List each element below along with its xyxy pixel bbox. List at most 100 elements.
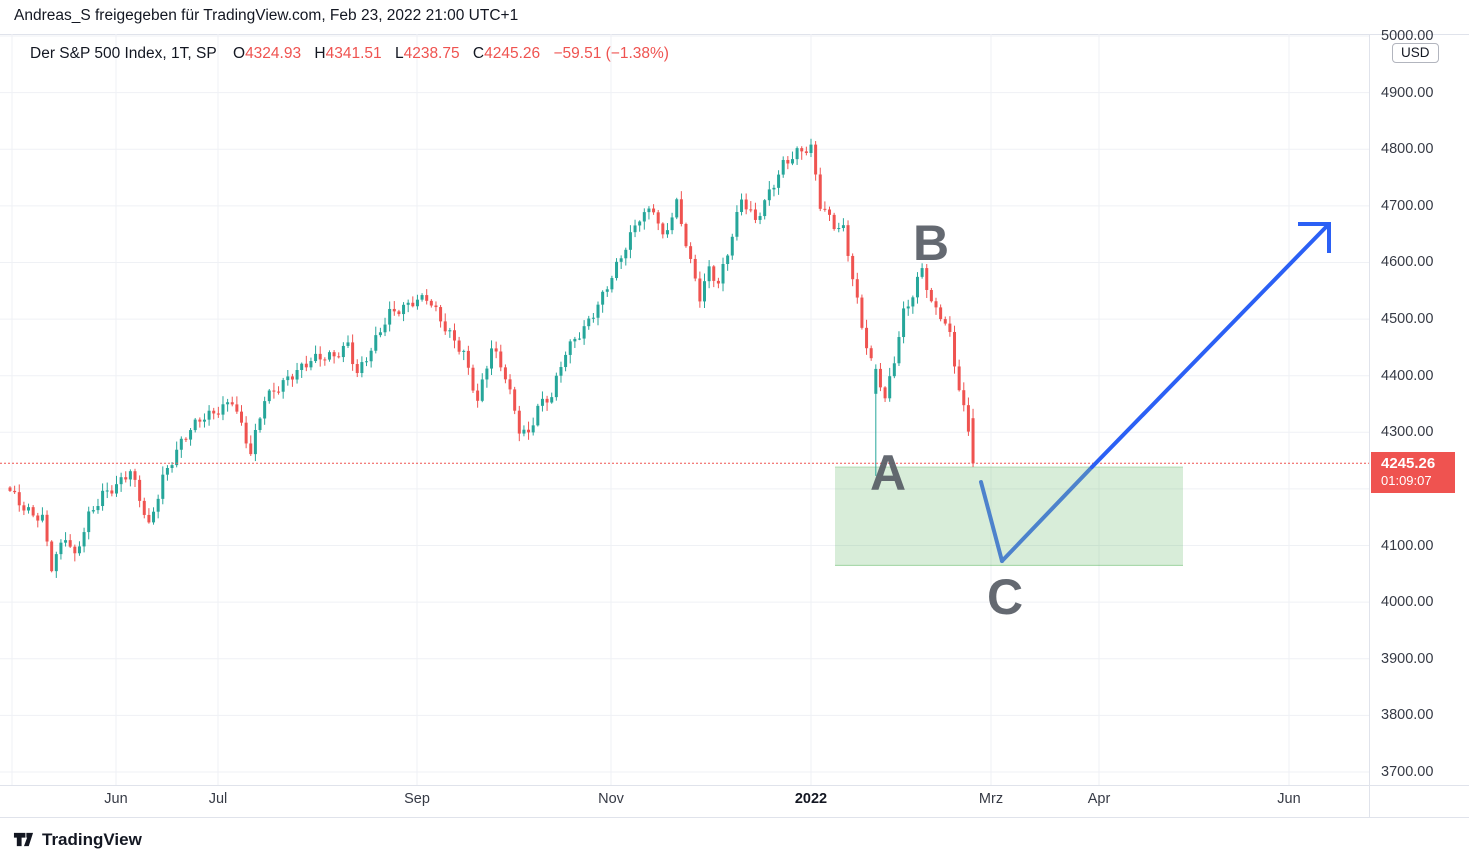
candle-body <box>828 209 832 215</box>
candle-body <box>855 279 859 298</box>
candle-body <box>804 151 808 154</box>
v-decline-line[interactable] <box>979 480 1004 563</box>
candle-body <box>693 258 697 279</box>
candle-body <box>105 490 109 492</box>
candle-body <box>869 348 873 359</box>
candle-body <box>939 307 943 320</box>
projection-arrow-head[interactable] <box>1298 222 1331 253</box>
candle-body <box>300 363 304 371</box>
candle-body <box>415 299 419 307</box>
candle-body <box>332 352 336 357</box>
candle-body <box>744 199 748 210</box>
candle-body <box>189 430 193 440</box>
candle-body <box>837 228 841 230</box>
projection-arrow-line[interactable] <box>1090 224 1329 469</box>
price-axis-label: 4600.00 <box>1381 254 1434 271</box>
price-axis-label: 4300.00 <box>1381 424 1434 441</box>
tradingview-brand[interactable]: TradingView <box>13 829 142 850</box>
candle-body <box>175 449 179 466</box>
accumulation-zone[interactable] <box>835 466 1183 566</box>
price-axis-label: 4000.00 <box>1381 594 1434 611</box>
wave-label-c[interactable]: C <box>986 569 1024 625</box>
candle-body <box>281 380 285 392</box>
wave-label-b[interactable]: B <box>912 215 950 271</box>
candle-body <box>207 410 211 420</box>
candle-body <box>888 376 892 399</box>
candle-body <box>420 295 424 300</box>
candle-body <box>818 174 822 209</box>
candle-body <box>346 342 350 346</box>
candle-body <box>610 278 614 290</box>
candle-body <box>633 225 637 233</box>
open-label: O <box>233 45 246 62</box>
symbol-title[interactable]: Der S&P 500 Index, 1T, SP <box>30 45 217 62</box>
price-axis-label: 4400.00 <box>1381 367 1434 384</box>
candle-body <box>73 546 77 554</box>
candle-body <box>531 425 535 433</box>
price-axis-label: 3700.00 <box>1381 764 1434 780</box>
candle-body <box>878 368 882 388</box>
candle-body <box>119 477 123 485</box>
high-label: H <box>314 45 326 62</box>
candle-body <box>378 332 382 336</box>
candle-body <box>494 348 498 352</box>
candle-body <box>675 199 679 218</box>
candle-body <box>943 319 947 324</box>
candle-body <box>411 302 415 307</box>
candle-body <box>216 413 220 415</box>
time-axis-label: Mrz <box>978 791 1004 807</box>
price-axis-label: 3800.00 <box>1381 707 1434 724</box>
candle-body <box>902 308 906 338</box>
time-axis-label: 2022 <box>794 791 828 807</box>
candle-body <box>142 500 146 515</box>
candle-body <box>226 402 230 405</box>
candle-body <box>545 398 549 403</box>
candle-body <box>679 199 683 224</box>
candle-body <box>466 350 470 368</box>
candle-body <box>110 490 114 494</box>
candle-body <box>263 401 267 419</box>
wave-label-a[interactable]: A <box>869 445 907 501</box>
header-separator <box>0 34 1469 35</box>
candle-body <box>351 342 355 365</box>
candle-body <box>198 419 202 422</box>
candle-body <box>753 209 757 220</box>
candle-body <box>897 337 901 364</box>
candle-body <box>202 419 206 422</box>
candle-body <box>749 209 753 211</box>
symbol-legend[interactable]: Der S&P 500 Index, 1T, SP O4324.93 H4341… <box>30 45 669 63</box>
candle-body <box>230 402 234 405</box>
candle-body <box>906 306 910 309</box>
candle-body <box>406 302 410 305</box>
candle-body <box>587 318 591 327</box>
candle-body <box>360 362 364 374</box>
candle-body <box>249 443 253 455</box>
candle-body <box>221 404 225 415</box>
time-axis-label: Nov <box>598 791 624 807</box>
price-axis-separator <box>1369 34 1370 817</box>
candle-body <box>726 255 730 264</box>
price-axis-label: 5000.00 <box>1381 28 1434 44</box>
candle-body <box>522 429 526 434</box>
price-axis-label: 4700.00 <box>1381 197 1434 214</box>
candle-body <box>786 159 790 164</box>
candle-body <box>527 429 531 433</box>
candle-body <box>661 223 665 235</box>
candle-body <box>8 487 12 491</box>
candle-body <box>564 354 568 368</box>
currency-badge[interactable]: USD <box>1392 43 1439 63</box>
candle-body <box>638 221 642 226</box>
candle-body <box>605 289 609 292</box>
time-axis-label: Sep <box>404 791 430 807</box>
candle-body <box>277 391 281 393</box>
projection-arrow-line[interactable] <box>1000 465 1094 563</box>
low-value: 4238.75 <box>403 45 460 62</box>
candle-body <box>133 471 137 480</box>
candle-body <box>962 390 966 406</box>
candlestick-series[interactable] <box>8 138 975 578</box>
candle-body <box>59 542 63 555</box>
last-price-badge: 4245.26 01:09:07 <box>1371 452 1455 494</box>
price-axis-label: 4100.00 <box>1381 537 1434 554</box>
low-label: L <box>394 45 404 62</box>
